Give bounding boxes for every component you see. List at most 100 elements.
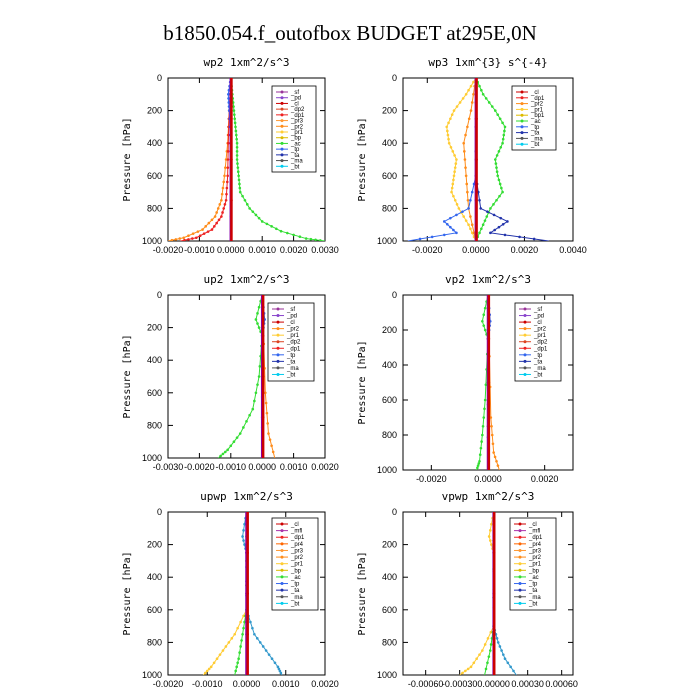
panel-title: up2 1xm^2/s^3 <box>203 273 289 286</box>
x-tick-label: -0.00030 <box>442 679 478 689</box>
series-marker-ta <box>493 228 496 232</box>
series-marker-ac <box>237 174 240 178</box>
legend-entry-label: _ac <box>290 141 301 147</box>
series-marker-tp <box>495 637 499 640</box>
series-marker-dp1 <box>226 150 230 153</box>
series-marker-ac <box>497 178 501 182</box>
series-marker-ac <box>265 222 269 226</box>
series-marker-ac <box>495 170 499 174</box>
legend: _cl_mfl_dp1_pr4_pr3_pr2_pr1_bp_ac_tp_ta_… <box>509 517 557 611</box>
series-marker-cl <box>246 632 249 636</box>
series-marker-tp <box>449 225 452 229</box>
series-marker-ac <box>241 632 244 636</box>
series-marker-ac <box>481 223 485 226</box>
series-marker-cl <box>475 158 478 161</box>
y-tick-label: 600 <box>382 605 397 615</box>
series-marker-dp1 <box>220 215 223 218</box>
series-marker-dp1 <box>257 326 261 329</box>
series-marker-ac <box>489 643 493 646</box>
y-tick-label: 200 <box>147 323 162 333</box>
series-marker-cl <box>492 632 496 636</box>
legend: _cl_mfl_dp1_pr4_pr3_pr2_pr1_bp_ac_tp_ta_… <box>271 517 319 611</box>
y-tick-label: 200 <box>382 325 397 335</box>
x-tick-label: 0.0000 <box>233 679 261 689</box>
series-marker-cl <box>487 337 491 341</box>
legend-marker <box>520 119 524 123</box>
series-marker-ac <box>236 166 240 169</box>
series-marker-dp1 <box>226 158 230 161</box>
series-marker-ac <box>298 235 302 239</box>
legend-marker <box>520 125 524 129</box>
series-marker-dp1 <box>194 236 198 240</box>
legend-marker <box>520 102 524 106</box>
series-marker-ac <box>481 93 485 96</box>
legend-marker <box>280 90 284 94</box>
series-marker-ac <box>292 233 295 237</box>
series-marker-tp <box>467 207 470 210</box>
series-marker-pr2 <box>222 180 226 184</box>
series-marker-pr2 <box>221 186 225 190</box>
legend-marker <box>523 327 527 331</box>
series-marker-pr1 <box>450 190 453 194</box>
series-marker-pr1 <box>453 166 457 169</box>
series-marker-tp <box>446 222 449 226</box>
panel-title: upwp 1xm^2/s^3 <box>200 490 293 503</box>
series-marker-ac <box>235 665 238 669</box>
legend-entry-label: _pr2 <box>286 327 300 333</box>
series-marker-ac <box>270 225 273 228</box>
series-marker-ac <box>237 657 240 660</box>
series-marker-ac <box>503 125 507 129</box>
series-marker-ac <box>254 213 258 217</box>
legend-entry-label: _pr1 <box>290 130 304 136</box>
y-tick-label: 400 <box>147 355 162 365</box>
series-marker-cl <box>492 551 496 555</box>
series-marker-ac <box>260 220 264 223</box>
legend-marker <box>280 529 284 533</box>
x-tick-label: -0.0020 <box>153 245 184 255</box>
y-tick-label: 600 <box>382 395 397 405</box>
x-tick-label: 0.00060 <box>545 679 578 689</box>
legend-marker <box>523 346 527 350</box>
series-marker-pr2 <box>467 117 471 121</box>
series-marker-tp <box>273 661 277 665</box>
series-marker-tp <box>502 653 505 656</box>
series-marker-cl <box>230 78 233 80</box>
series-marker-pr1 <box>445 125 449 129</box>
series-marker-ac <box>497 150 501 153</box>
series-marker-ac <box>275 227 278 231</box>
legend-marker <box>276 320 280 324</box>
x-tick-label: -0.0010 <box>184 245 215 255</box>
legend-marker <box>518 535 522 539</box>
series-marker-dp1 <box>245 420 248 423</box>
series-marker-ac <box>314 238 317 241</box>
series-marker-pr2 <box>213 215 217 218</box>
series-marker-ac <box>485 215 489 218</box>
series-marker-ac <box>484 97 488 100</box>
y-tick-label: 0 <box>392 73 397 83</box>
series-marker-dp1 <box>483 328 487 332</box>
series-marker-tp <box>430 235 434 239</box>
series-marker-ac <box>503 129 506 133</box>
series-marker-pr1 <box>447 137 450 141</box>
legend-marker <box>523 307 527 311</box>
panel-title: wp2 1xm^2/s^3 <box>203 56 289 69</box>
series-marker-pr1 <box>458 101 462 104</box>
series-marker-pr2 <box>264 401 268 405</box>
y-tick-label: 200 <box>147 106 162 116</box>
series-marker-ac <box>495 198 498 202</box>
series-marker-ta <box>479 207 483 210</box>
series-marker-pr1 <box>450 186 454 190</box>
legend-entry-label: _tp <box>530 125 540 131</box>
series-marker-dp1 <box>226 141 230 145</box>
legend-marker <box>280 136 284 140</box>
y-axis-label: Pressure [hPa] <box>122 117 133 201</box>
legend-marker <box>280 542 284 546</box>
series-marker-pr2 <box>495 459 498 463</box>
series-marker-dp1 <box>481 319 484 323</box>
series-marker-ac <box>478 231 481 235</box>
series-marker-pr1 <box>469 227 472 231</box>
series-marker-pr2 <box>469 109 473 112</box>
series-marker-tp <box>241 535 244 538</box>
series-marker-cl <box>230 158 233 161</box>
